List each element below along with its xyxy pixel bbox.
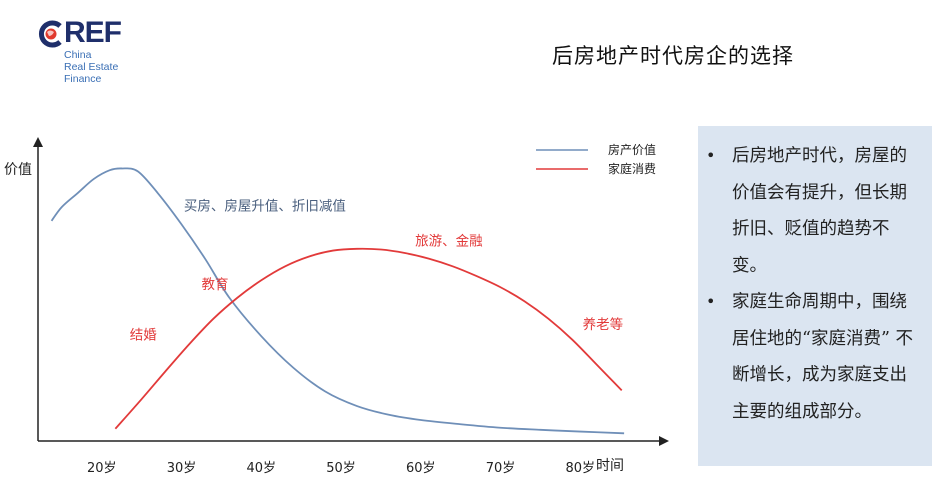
- y-axis-label: 价值: [4, 162, 32, 178]
- x-axis-label: 时间: [596, 458, 624, 474]
- x-tick-label: 30岁: [167, 461, 197, 476]
- annotation-label: 旅游、金融: [415, 233, 483, 249]
- x-tick-label: 60岁: [406, 461, 436, 476]
- x-tick-label: 50岁: [326, 461, 356, 476]
- annotation-label: 养老等: [583, 316, 624, 333]
- series-line-1: [114, 247, 623, 430]
- x-tick-label: 40岁: [247, 461, 277, 476]
- legend-label: 家庭消费: [608, 161, 656, 176]
- notes-list: 后房地产时代，房屋的价值会有提升，但长期折旧、贬值的趋势不变。 家庭生命周期中，…: [698, 126, 932, 430]
- logo-brand: REF: [64, 16, 122, 49]
- annotation-label: 教育: [201, 277, 228, 293]
- life-cycle-chart: 价值时间 20岁 30岁 40岁 50岁 60岁 70岁 80岁 买房、房屋升值、折旧减值旅游…: [0, 130, 680, 482]
- logo: REF China Real Estate Finance: [38, 18, 148, 90]
- series-line-0: [50, 167, 625, 435]
- x-tick-label: 20岁: [87, 461, 117, 476]
- annotation-label: 结婚: [130, 328, 157, 344]
- legend-label: 房产价值: [608, 142, 656, 157]
- x-tick-label: 80岁: [565, 461, 595, 476]
- logo-wordmark: REF: [38, 18, 148, 48]
- annotation-label: 买房、房屋升值、折旧减值: [184, 198, 346, 214]
- note-item: 家庭生命周期中，围绕居住地的“家庭消费” 不断增长，成为家庭支出主要的组成部分。: [706, 284, 924, 430]
- x-tick-label: 70岁: [486, 461, 516, 476]
- note-item: 后房地产时代，房屋的价值会有提升，但长期折旧、贬值的趋势不变。: [706, 138, 924, 284]
- logo-line-china: China: [64, 49, 92, 61]
- notes-panel: 后房地产时代，房屋的价值会有提升，但长期折旧、贬值的趋势不变。 家庭生命周期中，…: [698, 126, 932, 466]
- logo-line-real-estate: Real Estate: [64, 61, 119, 73]
- page-title: 后房地产时代房企的选择: [552, 44, 794, 68]
- logo-globe-icon: [38, 18, 64, 48]
- logo-line-finance: Finance: [64, 73, 102, 85]
